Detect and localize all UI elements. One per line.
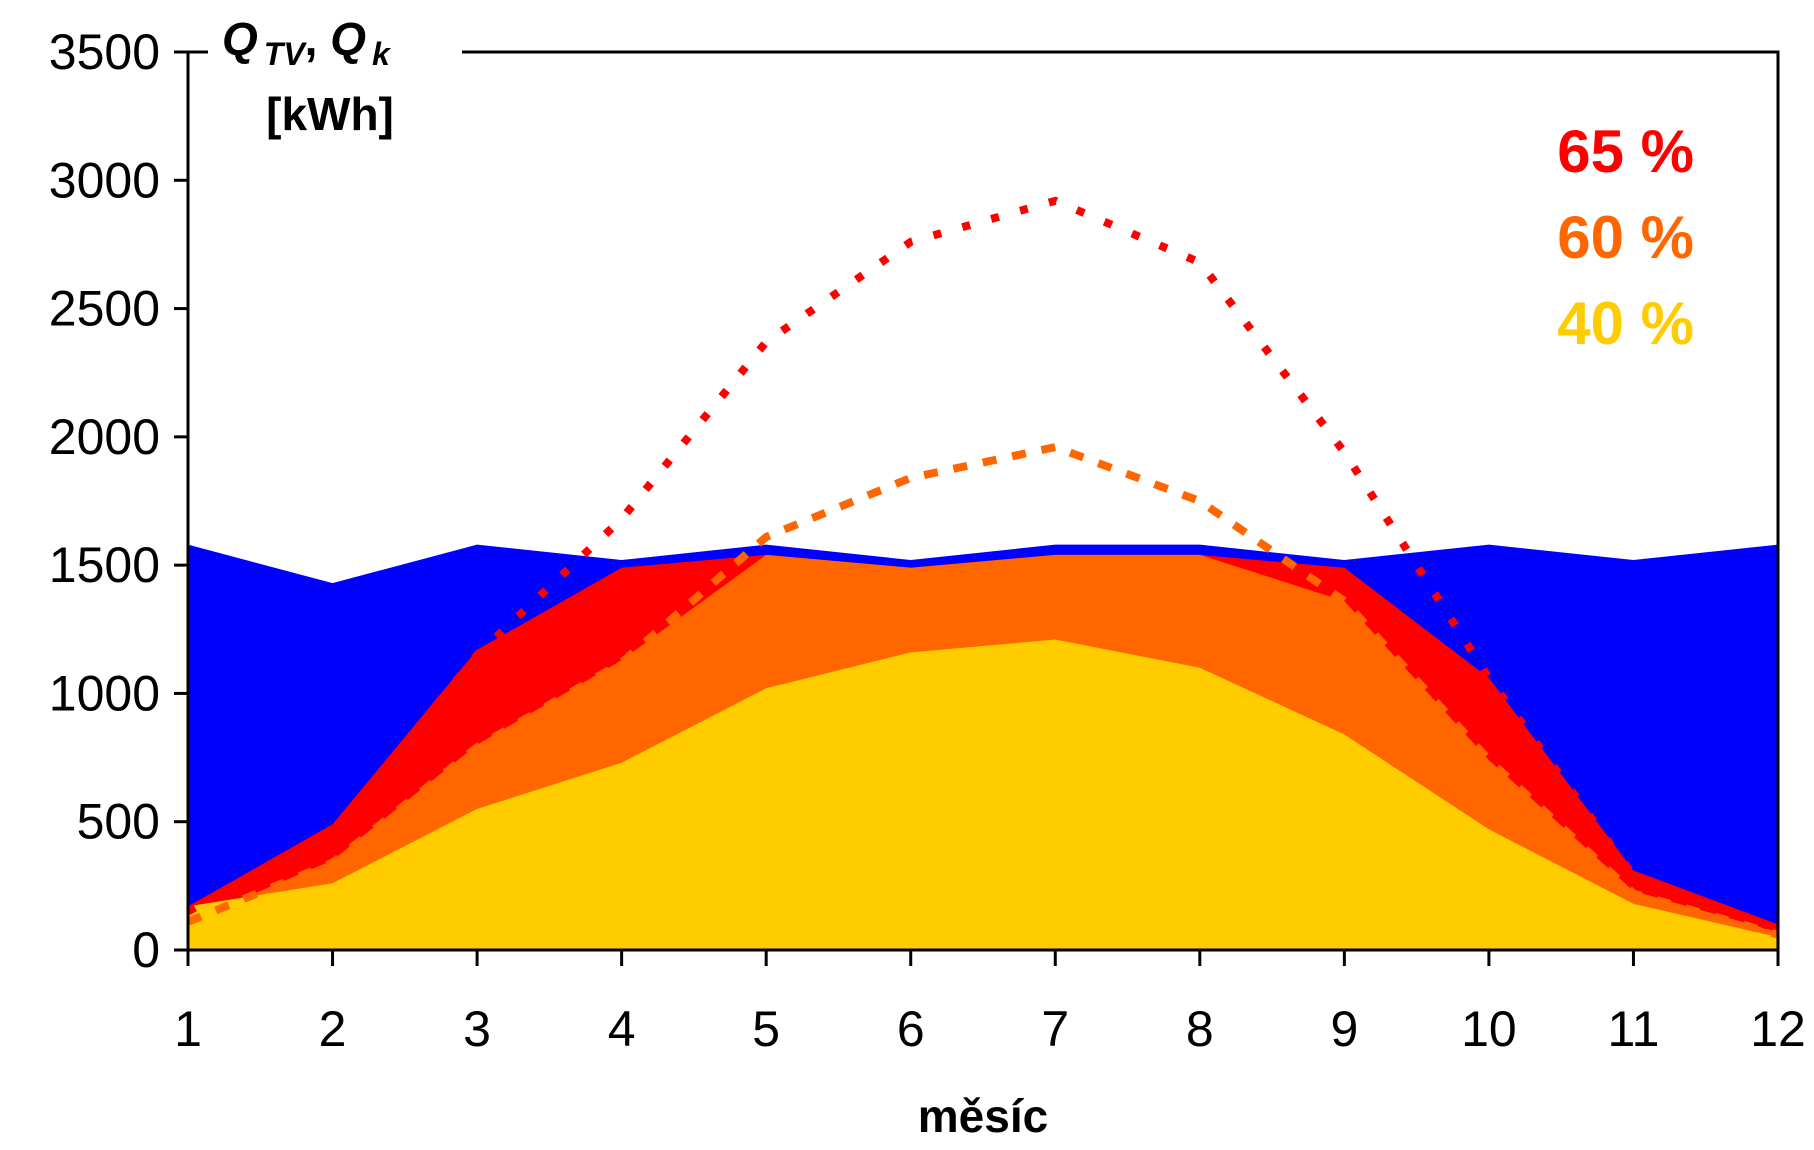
- x-tick-label-2: 2: [319, 1001, 347, 1057]
- x-tick-label-6: 6: [897, 1001, 925, 1057]
- line-series-group: [186, 196, 1780, 939]
- x-tick-label-12: 12: [1750, 1001, 1806, 1057]
- y-axis-title-sub1: TV: [264, 36, 308, 72]
- y-tick-label-3000: 3000: [49, 152, 160, 208]
- y-axis-title-sub2: k: [372, 36, 392, 72]
- x-axis-title: měsíc: [918, 1090, 1048, 1142]
- y-axis-title-background: [208, 12, 462, 140]
- y-tick-label-1000: 1000: [49, 665, 160, 721]
- y-axis-unit: [kWh]: [266, 88, 394, 140]
- x-tick-label-10: 10: [1461, 1001, 1517, 1057]
- legend-item-0: 65 %: [1557, 118, 1694, 185]
- y-axis-title-q2: Q: [330, 13, 366, 65]
- legend-item-1: 60 %: [1557, 204, 1694, 271]
- y-axis-title-q1: Q: [222, 13, 258, 65]
- x-tick-label-8: 8: [1186, 1001, 1214, 1057]
- line-60: [186, 442, 1780, 939]
- x-tick-label-3: 3: [463, 1001, 491, 1057]
- y-tick-label-3500: 3500: [49, 24, 160, 80]
- x-tick-label-5: 5: [752, 1001, 780, 1057]
- x-tick-label-1: 1: [174, 1001, 202, 1057]
- legend: 65 % 60 % 40 %: [1557, 118, 1694, 357]
- x-tick-label-4: 4: [608, 1001, 636, 1057]
- y-tick-label-2500: 2500: [49, 281, 160, 337]
- y-axis-title-sep: ,: [305, 13, 331, 65]
- y-tick-label-0: 0: [132, 922, 160, 978]
- x-tick-label-11: 11: [1608, 1001, 1660, 1057]
- x-tick-label-7: 7: [1041, 1001, 1069, 1057]
- area-40: [188, 639, 1778, 950]
- y-tick-label-2000: 2000: [49, 409, 160, 465]
- x-tick-label-9: 9: [1330, 1001, 1358, 1057]
- y-tick-label-1500: 1500: [49, 537, 160, 593]
- legend-item-2: 40 %: [1557, 290, 1694, 357]
- y-tick-label-500: 500: [77, 794, 160, 850]
